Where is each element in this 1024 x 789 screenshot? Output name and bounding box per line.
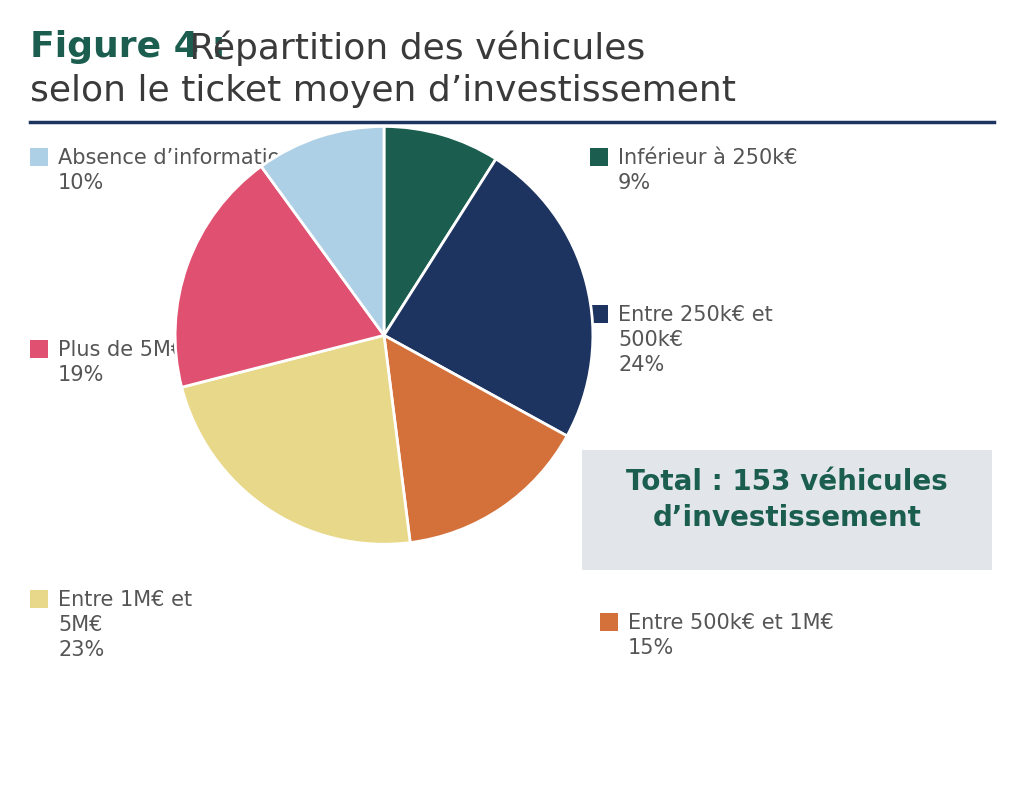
Text: 9%: 9% [618,173,651,193]
Text: d’investissement: d’investissement [652,504,922,532]
Text: 19%: 19% [58,365,104,385]
Text: Entre 250k€ et: Entre 250k€ et [618,305,773,325]
Bar [582,450,992,570]
Text: 5M€: 5M€ [58,615,102,634]
Bar [600,613,618,631]
Text: Répartition des véhicules: Répartition des véhicules [178,30,645,65]
Text: Plus de 5M€: Plus de 5M€ [58,340,184,360]
Bar [30,148,48,166]
Text: 10%: 10% [58,173,104,193]
Bar [30,590,48,608]
Text: 24%: 24% [618,354,665,375]
Text: selon le ticket moyen d’investissement: selon le ticket moyen d’investissement [30,74,736,108]
Text: Figure 4 :: Figure 4 : [30,30,226,64]
Text: 15%: 15% [628,638,674,658]
Text: Entre 500k€ et 1M€: Entre 500k€ et 1M€ [628,613,834,633]
Text: Absence d’information: Absence d’information [58,148,294,168]
Wedge shape [175,166,384,387]
Text: 23%: 23% [58,640,104,660]
Wedge shape [261,126,384,335]
Bar [30,340,48,358]
Text: Inférieur à 250k€: Inférieur à 250k€ [618,148,798,168]
Text: Total : 153 véhicules: Total : 153 véhicules [626,468,948,496]
Wedge shape [384,335,567,543]
Bar [590,305,608,323]
Text: 500k€: 500k€ [618,330,683,350]
Text: Entre 1M€ et: Entre 1M€ et [58,590,193,610]
Wedge shape [384,126,496,335]
Bar [590,148,608,166]
Wedge shape [384,159,593,436]
Wedge shape [181,335,411,544]
